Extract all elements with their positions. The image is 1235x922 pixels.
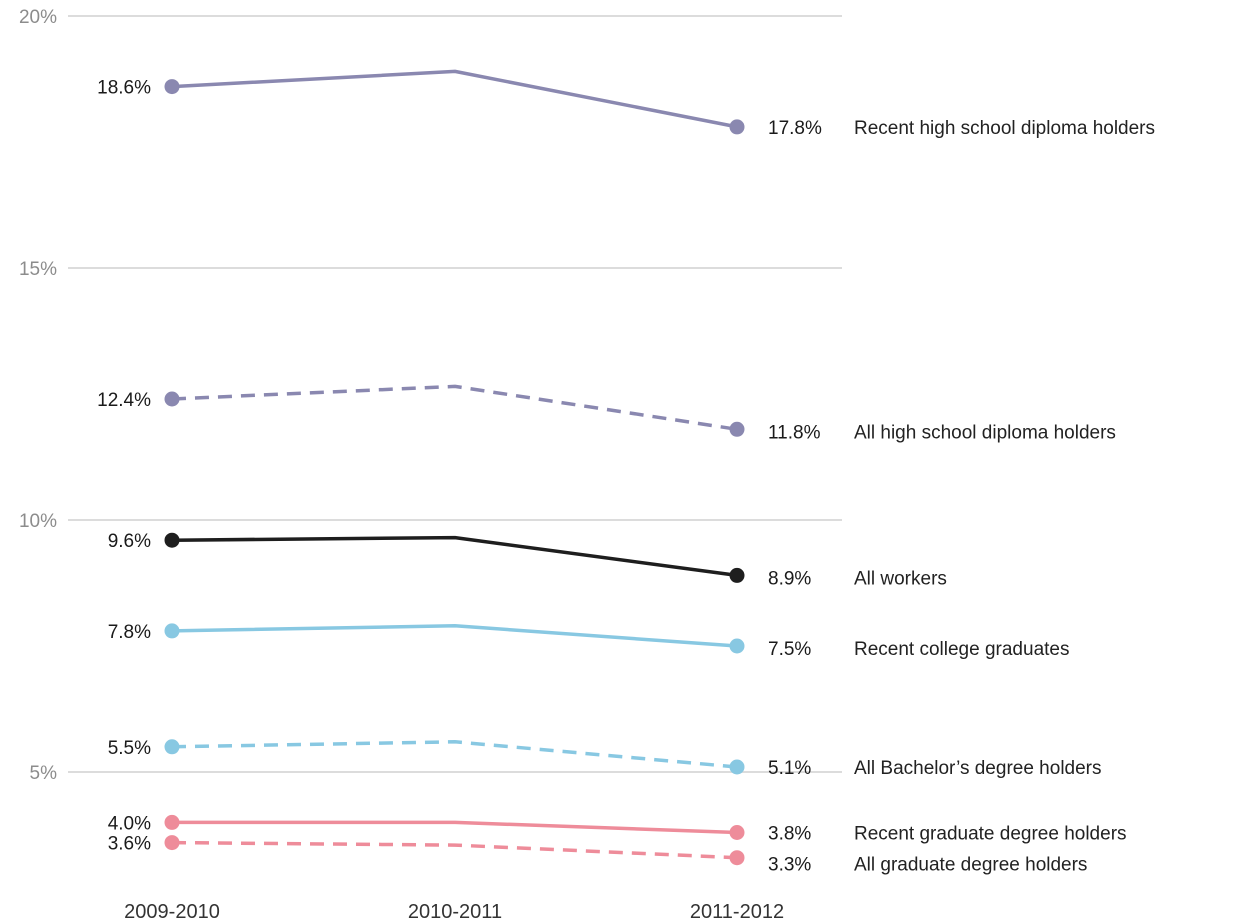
y-tick-label: 20% [19, 7, 57, 28]
end-value-label: 3.3% [768, 855, 811, 876]
series-6: 3.6% 3.3% All graduate degree holders [108, 834, 1088, 876]
data-point [729, 759, 745, 775]
data-point [164, 814, 180, 830]
series-name-label: Recent graduate degree holders [854, 823, 1127, 844]
y-tick-label: 5% [30, 763, 58, 784]
start-value-label: 18.6% [97, 78, 151, 99]
data-point [729, 638, 745, 654]
series-group: 18.6% 17.8% Recent high school diploma hol… [97, 69, 1155, 876]
series-0: 18.6% 17.8% Recent high school diploma hol… [97, 69, 1155, 139]
data-point [729, 825, 745, 840]
end-value-label: 3.8% [768, 823, 811, 844]
start-value-label: 3.6% [108, 834, 151, 855]
series-line [171, 624, 738, 648]
series-3: 7.8% 7.5% Recent college graduates [108, 622, 1070, 660]
data-point [164, 835, 180, 851]
data-point [164, 739, 180, 755]
series-1: 12.4% 11.8% All high school diploma holder… [97, 384, 1116, 443]
end-value-label: 5.1% [768, 758, 811, 779]
data-point [729, 850, 745, 866]
start-value-label: 7.8% [108, 622, 151, 643]
data-point [729, 119, 745, 135]
series-name-label: All Bachelor’s degree holders [854, 758, 1102, 779]
end-value-label: 7.5% [768, 639, 811, 660]
series-2: 9.6% 8.9% All workers [108, 531, 947, 589]
y-tick-label: 10% [19, 511, 57, 532]
end-value-label: 17.8% [768, 118, 822, 139]
series-5: 4.0% 3.8% Recent graduate degree holders [108, 813, 1127, 844]
x-tick-label: 2010-2011 [408, 901, 502, 922]
data-point [164, 623, 180, 639]
start-value-label: 12.4% [97, 390, 151, 411]
series-line [171, 535, 738, 578]
start-value-label: 4.0% [108, 813, 151, 834]
data-point [729, 567, 745, 583]
series-name-label: All graduate degree holders [854, 855, 1087, 876]
start-value-label: 9.6% [108, 531, 151, 552]
x-axis: 2009-2010 2010-2011 2011-2012 [124, 901, 784, 922]
series-line [171, 384, 738, 432]
x-tick-label: 2011-2012 [690, 901, 784, 922]
series-name-label: Recent college graduates [854, 639, 1069, 660]
series-line [172, 820, 738, 835]
series-name-label: Recent high school diploma holders [854, 118, 1155, 139]
series-name-label: All workers [854, 568, 947, 589]
data-point [164, 532, 180, 548]
x-tick-label: 2009-2010 [124, 901, 220, 922]
end-value-label: 11.8% [768, 422, 821, 443]
gridlines [68, 15, 842, 773]
y-tick-label: 15% [19, 259, 57, 280]
series-line [171, 740, 738, 769]
series-line [171, 69, 738, 129]
series-4: 5.5% 5.1% All Bachelor’s degree holders [108, 738, 1102, 779]
y-axis: 20% 15% 10% 5% [19, 7, 57, 784]
end-value-label: 8.9% [768, 568, 811, 589]
data-point [164, 79, 180, 95]
start-value-label: 5.5% [108, 738, 151, 759]
data-point [164, 391, 180, 407]
series-name-label: All high school diploma holders [854, 422, 1116, 443]
series-line [171, 840, 738, 860]
data-point [729, 421, 745, 437]
